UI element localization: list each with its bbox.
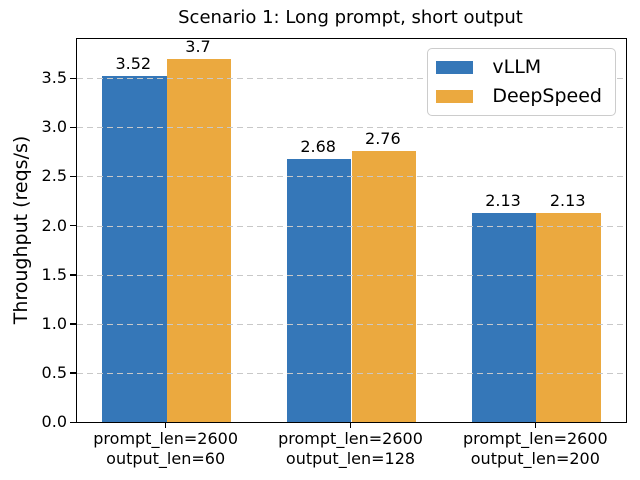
x-tick-mark	[349, 423, 352, 428]
y-tick-label: 2.0	[41, 215, 67, 235]
legend-label: vLLM	[492, 56, 542, 78]
bar-value-label: 2.13	[549, 190, 586, 210]
gridline	[77, 274, 626, 276]
legend-label: DeepSpeed	[492, 84, 602, 107]
bar-deepspeed-2	[536, 212, 602, 422]
gridline	[77, 78, 626, 80]
bar-value-label: 2.76	[365, 128, 401, 148]
y-tick-mark	[70, 175, 76, 178]
gridline	[77, 176, 626, 178]
y-tick-label: 1.5	[41, 264, 67, 284]
y-tick-mark	[70, 372, 76, 374]
x-tick-label: prompt_len=2600 output_len=128	[278, 429, 423, 468]
gridline	[77, 323, 626, 325]
gridline	[77, 127, 626, 129]
y-tick-label: 1.0	[41, 313, 67, 333]
y-tick-label: 0.5	[41, 362, 67, 382]
legend-item: vLLM	[436, 57, 602, 78]
gridline	[77, 225, 626, 227]
x-tick-label: prompt_len=2600 output_len=200	[462, 429, 608, 468]
x-tick-label: prompt_len=2600 output_len=60	[93, 429, 239, 468]
legend: vLLM DeepSpeed	[427, 48, 616, 116]
y-tick-label: 3.0	[41, 117, 67, 137]
bar-vllm-0	[101, 76, 167, 422]
y-tick-mark	[70, 77, 76, 80]
legend-swatch	[436, 60, 474, 74]
y-tick-mark	[70, 274, 76, 276]
bar-value-label: 3.52	[115, 54, 152, 74]
bar-value-label: 3.7	[185, 36, 211, 56]
y-tick-label: 3.5	[41, 68, 67, 88]
x-tick-mark	[534, 423, 537, 428]
bar-vllm-2	[471, 212, 537, 422]
y-tick-mark	[70, 323, 76, 325]
bar-value-label: 2.13	[485, 190, 521, 210]
bar-vllm-1	[286, 158, 352, 422]
y-tick-mark	[70, 421, 76, 423]
x-tick-mark	[164, 423, 167, 428]
chart-title: Scenario 1: Long prompt, short output	[178, 7, 523, 28]
y-tick-mark	[70, 225, 76, 227]
y-tick-mark	[70, 126, 76, 129]
bar-value-label: 2.68	[300, 136, 336, 156]
y-tick-label: 0.0	[41, 412, 67, 431]
bar-deepspeed-1	[351, 150, 417, 422]
legend-swatch	[436, 89, 474, 103]
plot-area: vLLM DeepSpeed	[76, 38, 627, 423]
bar-deepspeed-0	[166, 58, 232, 422]
gridline	[77, 372, 626, 374]
legend-item: DeepSpeed	[436, 84, 602, 107]
y-tick-label: 2.5	[41, 166, 67, 186]
